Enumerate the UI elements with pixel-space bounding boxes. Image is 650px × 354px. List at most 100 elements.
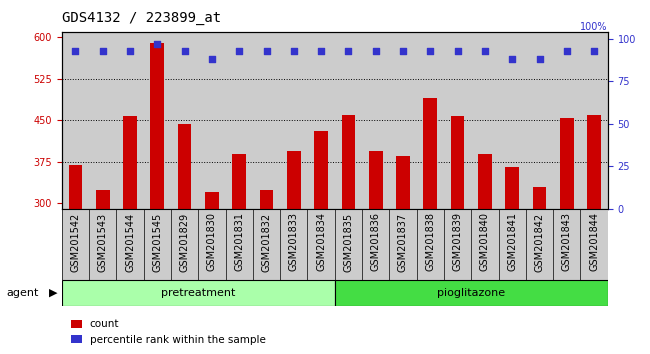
Bar	[62, 209, 89, 280]
Text: GSM201837: GSM201837	[398, 212, 408, 272]
Bar	[62, 280, 335, 306]
Point	[589, 48, 599, 54]
Bar	[444, 32, 471, 209]
Bar	[369, 151, 382, 209]
Text: pioglitazone: pioglitazone	[437, 288, 505, 298]
Point	[507, 57, 517, 62]
Point	[125, 48, 135, 54]
Bar	[144, 209, 171, 280]
Bar	[451, 116, 464, 209]
Text: pretreatment: pretreatment	[161, 288, 235, 298]
Bar	[553, 32, 580, 209]
Text: GSM201833: GSM201833	[289, 212, 299, 272]
Point	[179, 48, 190, 54]
Text: 100%: 100%	[580, 22, 608, 32]
Bar	[96, 189, 109, 209]
Text: ▶: ▶	[49, 288, 57, 298]
Point	[370, 48, 381, 54]
Bar	[287, 151, 300, 209]
Bar	[580, 209, 608, 280]
Text: GSM201545: GSM201545	[152, 212, 162, 272]
Text: GSM201839: GSM201839	[452, 212, 463, 272]
Bar	[362, 32, 389, 209]
Text: GSM201844: GSM201844	[589, 212, 599, 272]
Text: GSM201542: GSM201542	[70, 212, 81, 272]
Point	[261, 48, 272, 54]
Bar	[417, 32, 444, 209]
Bar	[280, 32, 307, 209]
Bar	[307, 32, 335, 209]
Bar	[198, 209, 226, 280]
Bar	[444, 209, 471, 280]
Text: GSM201835: GSM201835	[343, 212, 354, 272]
Bar	[506, 167, 519, 209]
Point	[343, 48, 354, 54]
Bar	[253, 32, 280, 209]
Text: GSM201842: GSM201842	[534, 212, 545, 272]
Bar	[260, 189, 273, 209]
Bar	[89, 32, 116, 209]
Bar	[389, 209, 417, 280]
Legend: count, percentile rank within the sample: count, percentile rank within the sample	[67, 315, 270, 349]
Point	[207, 57, 217, 62]
Text: GSM201838: GSM201838	[425, 212, 436, 272]
Bar	[389, 32, 417, 209]
Bar	[560, 118, 573, 209]
Point	[70, 48, 81, 54]
Point	[98, 48, 108, 54]
Text: GSM201830: GSM201830	[207, 212, 217, 272]
Point	[152, 41, 162, 47]
Point	[234, 48, 244, 54]
Bar	[315, 131, 328, 209]
Point	[480, 48, 490, 54]
Text: GSM201831: GSM201831	[234, 212, 244, 272]
Bar	[424, 98, 437, 209]
Bar	[280, 209, 307, 280]
Bar	[178, 124, 192, 209]
Text: GSM201544: GSM201544	[125, 212, 135, 272]
Point	[562, 48, 572, 54]
Bar	[226, 209, 253, 280]
Bar	[471, 32, 499, 209]
Bar	[526, 32, 553, 209]
Text: GSM201832: GSM201832	[261, 212, 272, 272]
Text: GDS4132 / 223899_at: GDS4132 / 223899_at	[62, 11, 221, 25]
Text: GSM201829: GSM201829	[179, 212, 190, 272]
Text: GSM201840: GSM201840	[480, 212, 490, 272]
Point	[534, 57, 545, 62]
Bar	[417, 209, 444, 280]
Text: agent: agent	[6, 288, 39, 298]
Bar	[89, 209, 116, 280]
Text: GSM201841: GSM201841	[507, 212, 517, 272]
Bar	[62, 32, 89, 209]
Bar	[124, 116, 137, 209]
Bar	[335, 32, 362, 209]
Bar	[226, 32, 253, 209]
Point	[452, 48, 463, 54]
Bar	[151, 43, 164, 209]
Bar	[553, 209, 580, 280]
Bar	[69, 165, 82, 209]
Bar	[335, 280, 608, 306]
Bar	[588, 115, 601, 209]
Text: GSM201843: GSM201843	[562, 212, 572, 272]
Bar	[533, 187, 546, 209]
Bar	[171, 32, 198, 209]
Bar	[499, 32, 526, 209]
Bar	[205, 192, 218, 209]
Bar	[233, 154, 246, 209]
Bar	[307, 209, 335, 280]
Bar	[335, 209, 362, 280]
Bar	[478, 154, 492, 209]
Bar	[116, 32, 144, 209]
Bar	[198, 32, 226, 209]
Bar	[499, 209, 526, 280]
Bar	[171, 209, 198, 280]
Point	[398, 48, 408, 54]
Bar	[116, 209, 144, 280]
Text: GSM201836: GSM201836	[370, 212, 381, 272]
Bar	[342, 115, 355, 209]
Bar	[396, 156, 410, 209]
Text: GSM201834: GSM201834	[316, 212, 326, 272]
Point	[289, 48, 299, 54]
